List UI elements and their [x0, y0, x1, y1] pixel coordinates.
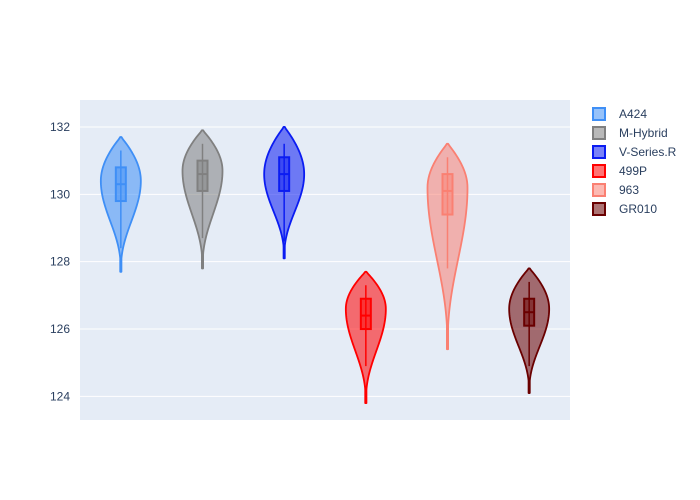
violin-m-hybrid [181, 129, 224, 270]
legend-swatch [592, 126, 606, 140]
y-tick-label: 132 [50, 120, 70, 134]
legend-label: V-Series.R [619, 145, 677, 159]
violin-499p [344, 270, 387, 405]
legend-label: 963 [619, 183, 639, 197]
legend-swatch [592, 183, 606, 197]
y-tick-label: 124 [50, 389, 70, 403]
violin-box [359, 297, 372, 331]
legend-item[interactable]: A424 [592, 107, 647, 121]
y-tick-label: 126 [50, 322, 70, 336]
legend-label: GR010 [619, 202, 657, 216]
legend-swatch [592, 164, 606, 178]
legend-item[interactable]: 499P [592, 164, 647, 178]
gridlines [80, 126, 570, 397]
plot-area [80, 100, 570, 420]
legend-swatch [592, 202, 606, 216]
y-axis-ticks: 124 126 128 130 132 [50, 120, 70, 403]
legend: A424 M-Hybrid V-Series.R 499P 963 GR010 [592, 107, 677, 216]
violin-gr010 [508, 267, 551, 394]
legend-label: 499P [619, 164, 647, 178]
legend-item[interactable]: V-Series.R [592, 145, 677, 159]
violin-a424 [99, 136, 142, 273]
legend-label: M-Hybrid [619, 126, 668, 140]
legend-label: A424 [619, 107, 647, 121]
legend-swatch [592, 145, 606, 159]
violin-box [196, 159, 209, 192]
violin-box [441, 173, 454, 216]
violins [99, 126, 551, 405]
violin-v-series-r [263, 126, 306, 260]
legend-item[interactable]: M-Hybrid [592, 126, 668, 140]
y-tick-label: 130 [50, 187, 70, 201]
legend-item[interactable]: GR010 [592, 202, 657, 216]
violin-963 [426, 142, 469, 351]
y-tick-label: 128 [50, 255, 70, 269]
legend-item[interactable]: 963 [592, 183, 639, 197]
legend-swatch [592, 107, 606, 121]
